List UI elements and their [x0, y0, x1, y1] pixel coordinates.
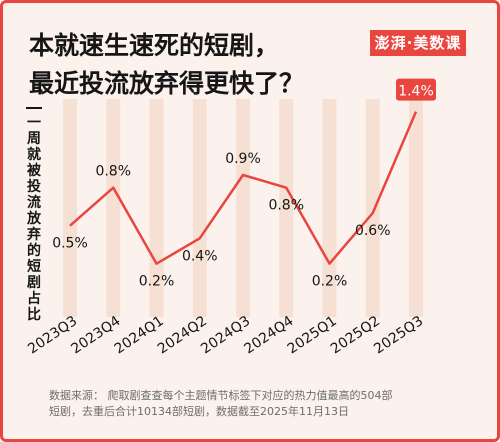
column-band: [322, 99, 337, 317]
series-line: [69, 111, 418, 265]
column-band: [106, 99, 121, 317]
column-band: [365, 99, 380, 317]
value-label: 0.6%: [355, 223, 391, 239]
source-line-2: 短剧，去重后合计10134部短剧，数据截至2025年11月13日: [49, 405, 349, 418]
line-chart: 0.5% 0.8% 0.2% 0.4% 0.9% 0.8% 0.2% 0.6% 1.4% 202…: [25, 78, 436, 357]
y-axis-label: 一周就被投流放弃的短剧占比: [27, 115, 41, 323]
x-tick-label: 2025Q3: [371, 313, 426, 357]
column-band: [236, 99, 250, 317]
value-label: 0.4%: [182, 248, 218, 264]
value-label: 0.5%: [52, 236, 88, 252]
value-label: 0.9%: [225, 151, 261, 167]
column-band: [192, 99, 207, 317]
value-label: 0.2%: [312, 274, 348, 290]
source-note: 数据来源： 爬取剧查查每个主题情节标签下对应的热力值最高的504部 短剧，去重后…: [49, 388, 449, 420]
column-band: [63, 99, 77, 317]
x-tick-labels: 2023Q32023Q42024Q12024Q22024Q32024Q42025…: [25, 313, 426, 357]
value-label: 0.8%: [268, 198, 304, 214]
column-band: [409, 99, 423, 317]
brand-logo: 澎湃·美数课: [370, 30, 466, 56]
highlight-label-bg: [396, 78, 436, 101]
column-bands: [63, 99, 423, 317]
value-label: 0.8%: [95, 164, 131, 180]
title-line-1: 本就速生速死的短剧，: [29, 31, 280, 60]
source-line-1: 数据来源： 爬取剧查查每个主题情节标签下对应的热力值最高的504部: [49, 389, 393, 402]
title-line-2: 最近投流放弃得更快了？: [29, 69, 305, 98]
value-label: 0.2%: [139, 274, 175, 290]
column-band: [279, 99, 294, 317]
value-label: 1.4%: [398, 84, 434, 100]
value-labels: 0.5% 0.8% 0.2% 0.4% 0.9% 0.8% 0.2% 0.6% 1.4%: [52, 78, 436, 290]
chart-title: 本就速生速死的短剧， 最近投流放弃得更快了？: [29, 27, 304, 103]
ylabel-marker: [26, 107, 42, 109]
